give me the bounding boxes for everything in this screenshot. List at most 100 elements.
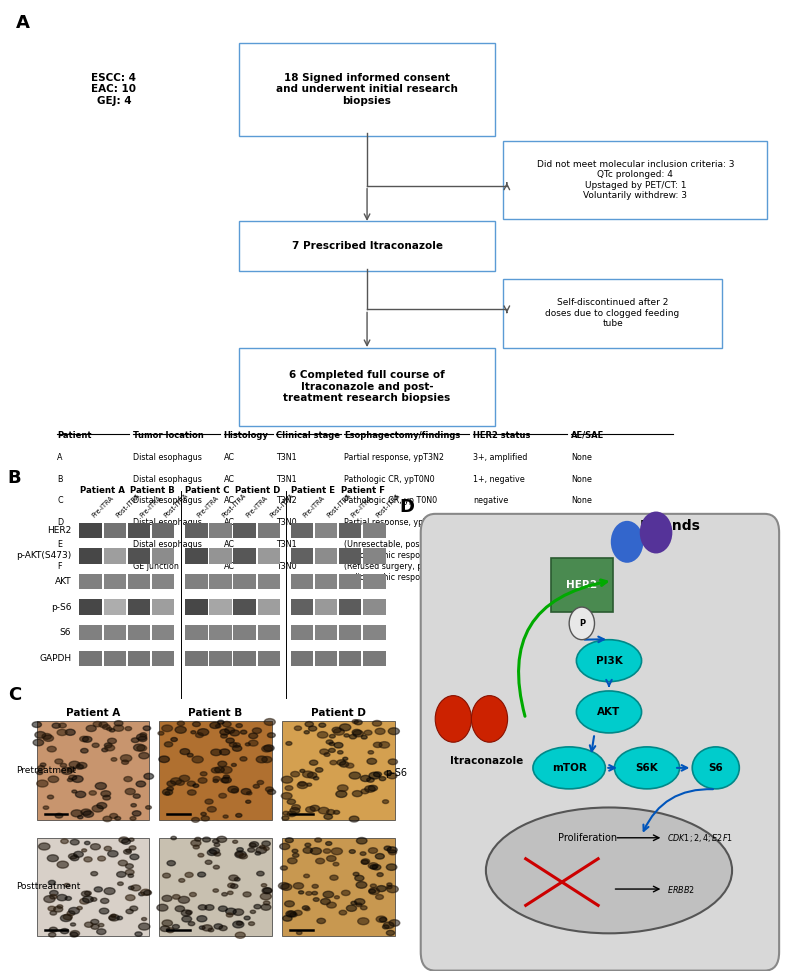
Circle shape [263,887,272,893]
Circle shape [344,734,349,737]
Circle shape [294,726,301,730]
Circle shape [67,911,75,916]
Ellipse shape [533,747,605,788]
Circle shape [109,915,120,921]
Circle shape [292,850,298,853]
Circle shape [220,729,230,735]
Text: None: None [571,519,592,527]
Circle shape [175,726,187,733]
Circle shape [115,817,120,820]
Circle shape [235,932,246,938]
Text: Post-ITRA: Post-ITRA [115,492,141,519]
Bar [363,651,386,666]
Circle shape [39,843,50,850]
Circle shape [71,922,76,926]
Circle shape [250,910,256,914]
Circle shape [172,894,180,899]
Circle shape [367,778,374,783]
Circle shape [279,883,289,889]
Bar [315,625,338,641]
Text: AE/SAE: AE/SAE [571,431,604,440]
Circle shape [104,847,112,851]
Circle shape [326,842,332,846]
Circle shape [55,759,63,764]
Circle shape [74,852,83,857]
Circle shape [246,743,250,746]
Circle shape [107,727,112,730]
Circle shape [224,815,228,819]
Circle shape [316,768,323,772]
Text: AC: AC [224,540,235,550]
Circle shape [201,813,206,816]
Circle shape [211,749,221,755]
Text: T3N1: T3N1 [276,475,297,484]
Bar [152,574,175,589]
Circle shape [125,869,134,875]
Circle shape [249,740,258,746]
Circle shape [171,738,177,742]
Circle shape [249,842,259,847]
Circle shape [99,722,108,727]
Circle shape [179,879,185,883]
Bar [152,599,175,615]
Circle shape [58,723,66,728]
Bar [104,651,126,666]
Circle shape [126,909,133,914]
Text: AC: AC [224,452,235,461]
FancyBboxPatch shape [421,514,779,971]
Circle shape [109,728,115,732]
Circle shape [349,734,357,739]
Text: Post-ITRA: Post-ITRA [220,492,247,519]
Text: p-S6: p-S6 [51,603,72,612]
Circle shape [294,911,302,916]
Circle shape [202,924,212,931]
FancyBboxPatch shape [551,558,612,612]
Circle shape [47,747,56,752]
Circle shape [43,806,49,810]
Circle shape [91,920,99,924]
Circle shape [337,759,345,765]
Circle shape [131,738,139,743]
Circle shape [262,887,272,893]
Circle shape [89,790,96,795]
Circle shape [320,898,331,905]
Bar [290,599,313,615]
FancyBboxPatch shape [238,348,496,426]
Text: C: C [8,686,21,704]
Text: AC: AC [224,475,235,484]
Circle shape [91,924,99,929]
Circle shape [351,901,357,905]
Bar [104,625,126,641]
Text: E: E [57,540,62,550]
Circle shape [77,906,83,910]
Text: Pathologic CR, yp T0N0: Pathologic CR, yp T0N0 [345,496,438,506]
Bar [234,651,256,666]
Circle shape [117,882,124,886]
Bar [209,522,231,538]
Circle shape [195,733,203,738]
Bar [104,574,126,589]
Circle shape [205,905,214,910]
Bar [257,522,280,538]
Bar [79,574,102,589]
Circle shape [369,772,380,779]
Circle shape [320,749,329,754]
Circle shape [246,791,252,795]
Circle shape [191,818,199,822]
Circle shape [84,891,91,895]
Circle shape [180,749,190,754]
Bar [339,522,361,538]
Circle shape [199,926,205,929]
Circle shape [370,865,377,869]
Circle shape [333,862,339,866]
Text: Patient A: Patient A [65,708,120,718]
Circle shape [356,903,362,907]
Circle shape [128,887,134,889]
Circle shape [257,781,264,785]
Circle shape [81,809,91,816]
Bar [79,651,102,666]
Bar [36,721,149,820]
Text: F: F [57,562,62,571]
Bar [127,651,150,666]
Circle shape [68,767,76,772]
